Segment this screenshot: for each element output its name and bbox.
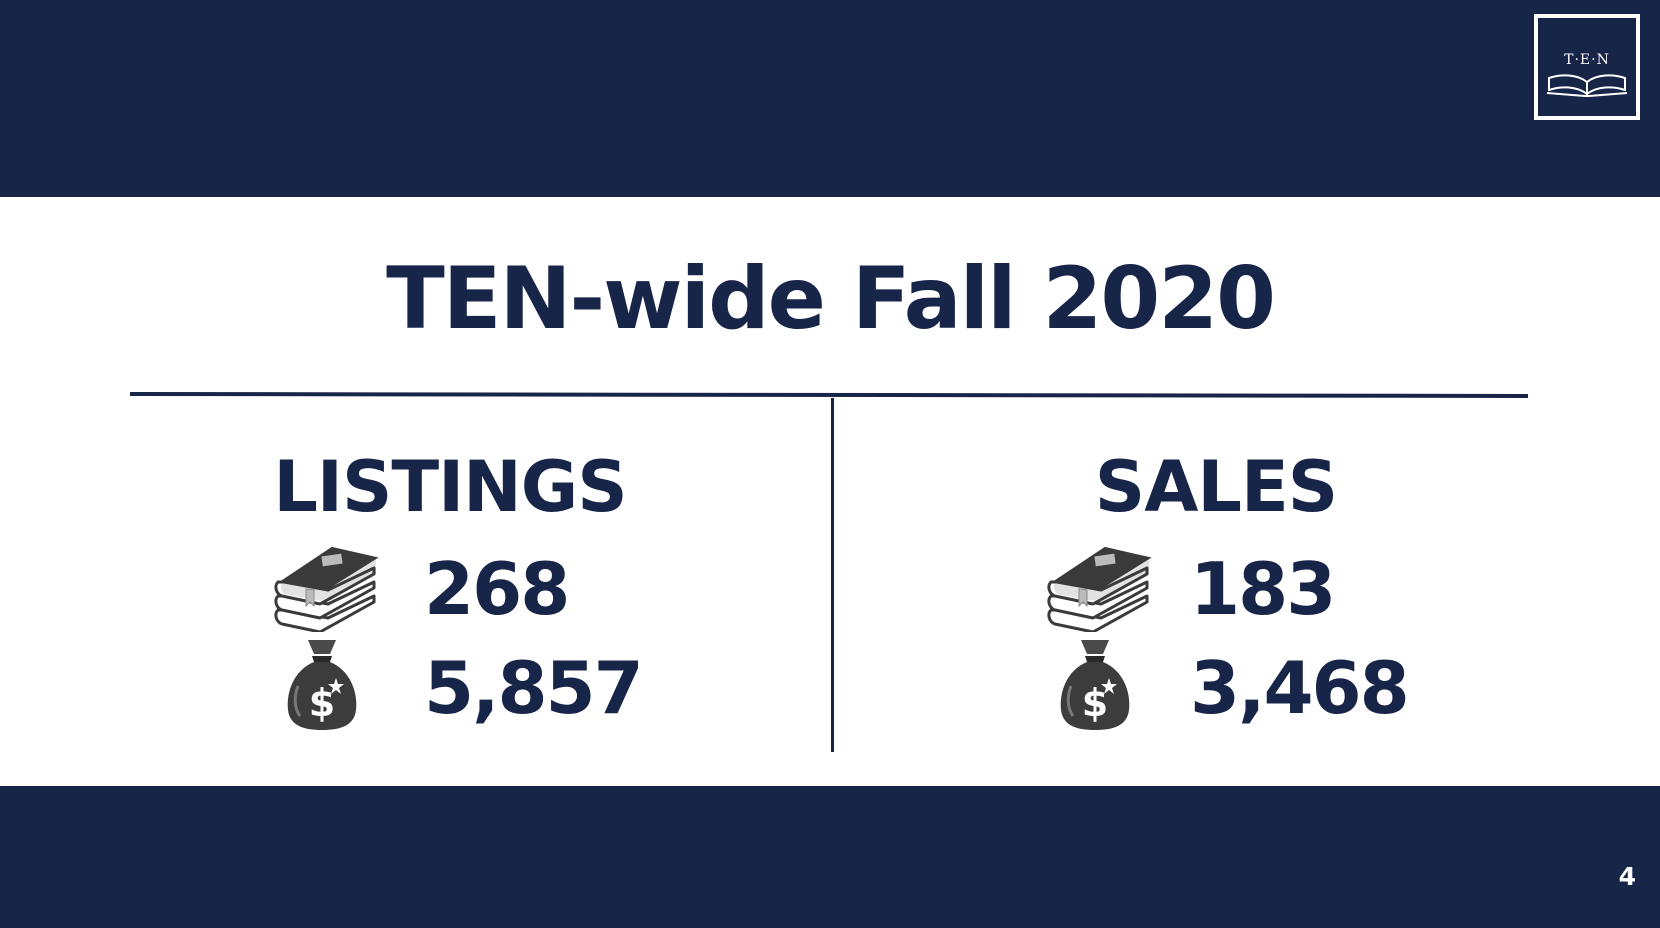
sales-heading: SALES [1094, 446, 1338, 528]
sales-books-value: 183 [1190, 547, 1336, 631]
slide-title: TEN-wide Fall 2020 [386, 249, 1276, 349]
money-bag-icon: $ [287, 640, 357, 730]
money-bag-icon: $ [1060, 640, 1130, 730]
logo-text: T·E·N [1564, 52, 1610, 68]
listings-money-value: 5,857 [424, 646, 644, 730]
stack-of-books-icon [274, 546, 379, 632]
svg-text:$: $ [309, 681, 335, 725]
open-book-icon [1546, 74, 1628, 97]
sales-money-value: 3,468 [1190, 646, 1410, 730]
stack-of-books-icon [1047, 546, 1152, 632]
footer-band [0, 786, 1660, 928]
page-number: 4 [1618, 862, 1636, 891]
listings-heading: LISTINGS [273, 446, 627, 528]
listings-books-value: 268 [424, 547, 570, 631]
svg-text:$: $ [1082, 681, 1108, 725]
vertical-divider [831, 398, 834, 752]
header-band [0, 0, 1660, 197]
ten-logo: T·E·N [1534, 14, 1640, 120]
horizontal-divider [129, 392, 1529, 398]
